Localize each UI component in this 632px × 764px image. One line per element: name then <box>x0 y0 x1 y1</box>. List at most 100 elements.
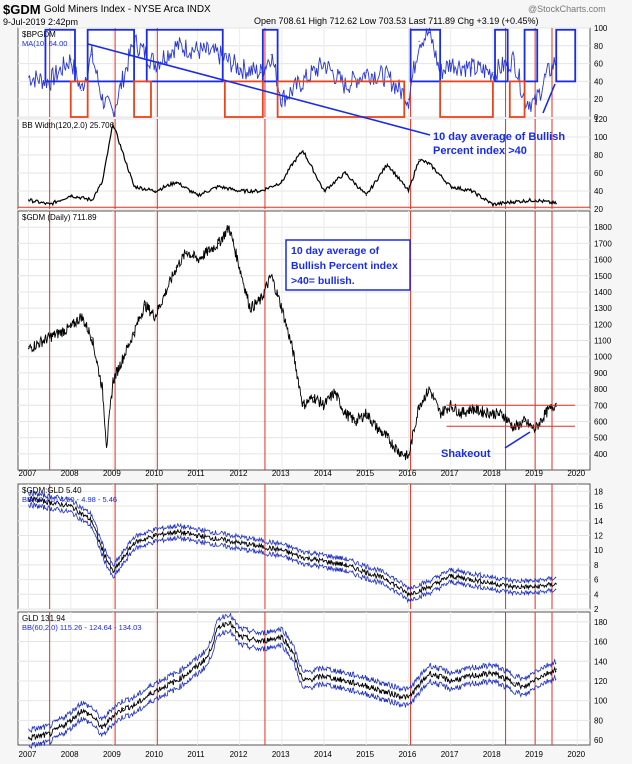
data-point <box>450 680 452 682</box>
data-point <box>492 412 494 414</box>
data-point <box>112 111 114 114</box>
data-point <box>344 85 346 87</box>
data-point <box>144 304 146 306</box>
data-point <box>112 380 114 382</box>
x-tick-label: 2015 <box>356 469 374 478</box>
data-point <box>386 437 388 439</box>
data-point <box>555 402 557 404</box>
x-tick-label: 2011 <box>187 469 205 478</box>
timestamp: 9-Jul-2019 2:42pm <box>3 17 79 27</box>
data-point <box>534 586 536 588</box>
lower-band <box>28 502 557 604</box>
data-point <box>281 98 283 100</box>
data-point <box>281 549 283 551</box>
data-point <box>80 89 82 91</box>
x-tick-label: 2020 <box>567 469 585 478</box>
data-point <box>122 556 125 559</box>
y-tick-label: 12 <box>594 531 603 540</box>
bearish-box <box>276 80 406 118</box>
y-tick-label: 1600 <box>594 256 612 265</box>
data-point <box>239 67 241 69</box>
data-point <box>439 412 441 414</box>
x-tick-label: 2013 <box>272 469 290 478</box>
data-point <box>91 54 93 56</box>
data-point <box>450 185 452 188</box>
data-point <box>207 250 209 253</box>
y-tick-label: 16 <box>594 502 603 511</box>
x-tick-label: 2018 <box>483 469 501 478</box>
data-point <box>460 412 462 414</box>
x-tick-label: 2017 <box>441 750 459 759</box>
data-point <box>291 163 293 165</box>
bullish-box <box>44 28 76 83</box>
y-tick-label: 100 <box>594 697 608 706</box>
data-point <box>513 427 515 429</box>
upper-band <box>28 490 557 592</box>
data-point <box>386 76 388 78</box>
data-point <box>492 203 494 206</box>
panel-title: $BPGDM <box>22 30 56 39</box>
y-tick-label: 2 <box>594 605 599 614</box>
data-point <box>513 58 515 60</box>
annotation-arrow <box>87 43 431 136</box>
series-line <box>28 123 557 208</box>
data-point <box>133 185 135 188</box>
data-point <box>334 391 336 393</box>
y-tick-label: 4 <box>594 590 599 599</box>
y-tick-label: 900 <box>594 369 608 378</box>
data-point <box>471 578 473 581</box>
bullish-box <box>494 28 509 83</box>
y-tick-label: 800 <box>594 385 608 394</box>
y-tick-label: 20 <box>594 205 603 214</box>
data-point <box>196 534 199 537</box>
y-tick-label: 80 <box>594 151 603 160</box>
data-point <box>49 203 51 206</box>
annotation-arrow <box>542 83 556 114</box>
data-point <box>122 356 125 358</box>
data-point <box>101 727 104 729</box>
y-tick-label: 1400 <box>594 288 612 297</box>
x-tick-label: 2017 <box>441 469 459 478</box>
panel-title: $GDM:GLD 5.40 <box>22 486 82 495</box>
x-tick-label: 2015 <box>356 750 374 759</box>
data-point <box>555 668 557 670</box>
data-point <box>355 420 357 423</box>
data-point <box>49 733 51 735</box>
y-tick-label: 14 <box>594 517 603 526</box>
data-point <box>133 331 135 334</box>
data-point <box>91 714 93 717</box>
y-tick-label: 40 <box>594 187 603 196</box>
data-point <box>418 40 420 42</box>
data-point <box>523 687 526 689</box>
y-tick-label: 18 <box>594 487 603 496</box>
data-point <box>207 655 209 657</box>
x-tick-label: 2018 <box>483 750 501 759</box>
data-point <box>217 185 220 188</box>
data-point <box>101 549 104 551</box>
y-tick-label: 180 <box>594 618 608 627</box>
panel-legend: BB(60,2.0) 115.26 - 124.64 - 134.03 <box>22 623 142 632</box>
data-point <box>270 54 272 56</box>
data-point <box>196 49 199 51</box>
x-tick-label: 2012 <box>230 750 248 759</box>
data-point <box>175 531 177 533</box>
data-point <box>513 586 515 588</box>
index-name: Gold Miners Index - NYSE Arca INDX <box>44 4 211 15</box>
data-point <box>450 63 452 65</box>
data-point <box>80 315 82 317</box>
data-point <box>112 714 114 717</box>
data-point <box>407 456 410 458</box>
bullish-box <box>523 28 539 83</box>
panel-legend: BB(60,2.0) 4.50 - 4.98 - 5.46 <box>22 495 117 504</box>
data-point <box>80 709 82 712</box>
y-tick-label: 40 <box>594 77 603 86</box>
data-point <box>91 520 93 522</box>
data-point <box>154 690 156 692</box>
x-tick-label: 2011 <box>187 750 205 759</box>
bearish-box <box>508 80 526 118</box>
y-tick-label: 160 <box>594 638 608 647</box>
annotation-shakeout: Shakeout <box>441 448 491 460</box>
data-point <box>106 445 108 447</box>
y-tick-label: 20 <box>594 95 603 104</box>
